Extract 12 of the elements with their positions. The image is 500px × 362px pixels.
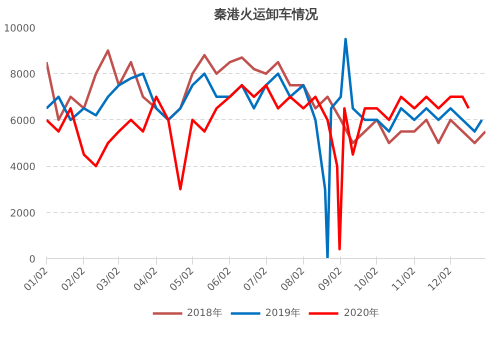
y-tick-label: 8000 [10,70,36,81]
line-series [46,38,484,258]
legend-label: 2020年 [344,307,380,320]
legend-label: 2018年 [186,307,222,320]
y-tick-label: 10000 [4,24,36,34]
y-tick-label: 4000 [10,162,36,174]
y-tick-label: 6000 [10,116,36,127]
y-tick-label: 0 [29,254,36,266]
y-tick-label: 2000 [10,208,36,220]
line-series [46,84,470,251]
chart-title: 秦港火运卸车情况 [214,6,319,22]
legend-label: 2019年 [265,307,301,320]
